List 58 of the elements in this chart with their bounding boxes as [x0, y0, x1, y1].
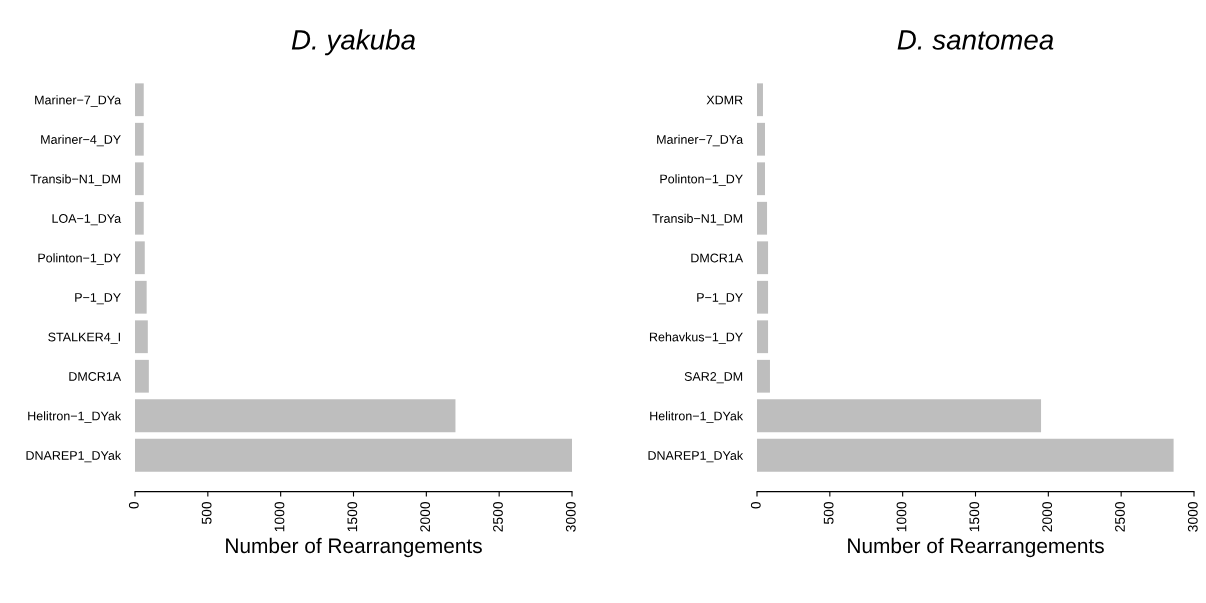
chart-title: D. santomea — [897, 30, 1054, 50]
y-tick-label: Transib−N1_DM — [652, 213, 743, 226]
x-tick-label: 1500 — [969, 501, 980, 532]
bar — [757, 122, 766, 156]
x-tick-label: 3000 — [1187, 501, 1198, 532]
y-tick-label: DMCR1A — [691, 253, 744, 263]
y-tick-label: Mariner−4_DY — [41, 134, 121, 147]
x-axis-title: Number of Rearrangements — [848, 537, 1104, 558]
bar — [135, 399, 456, 433]
y-tick-label: P−1_DY — [75, 293, 121, 305]
y-tick-label: Mariner−7_DYa — [35, 95, 122, 107]
x-tick-label: 1000 — [274, 501, 285, 532]
x-tick-label: 2000 — [1042, 501, 1053, 532]
bar — [135, 359, 149, 393]
y-tick-label: P−1_DY — [697, 293, 743, 305]
bar — [135, 438, 572, 472]
y-tick-label: DNAREP1_DYak — [26, 450, 122, 463]
bar — [135, 201, 144, 235]
x-tick-label: 2500 — [1115, 501, 1125, 532]
bar — [757, 241, 769, 275]
x-tick-label: 2500 — [493, 501, 503, 532]
x-tick-label: 0 — [128, 501, 139, 509]
x-tick-label: 1000 — [896, 501, 907, 532]
x-tick-label: 500 — [201, 501, 212, 524]
bar — [757, 280, 769, 314]
bar — [757, 359, 770, 393]
x-axis-title: Number of Rearrangements — [226, 537, 482, 558]
x-tick-label: 3000 — [565, 501, 576, 532]
x-tick-label: 2000 — [420, 501, 431, 532]
bar — [757, 162, 766, 196]
bar — [757, 438, 1174, 472]
y-tick-label: LOA−1_DYa — [52, 214, 122, 226]
y-tick-label: DNAREP1_DYak — [648, 450, 744, 463]
bar — [757, 320, 769, 354]
x-tick-label: 0 — [750, 501, 761, 509]
y-tick-label: Polinton−1_DY — [660, 174, 743, 186]
bar — [135, 83, 144, 117]
y-tick-label: Transib−N1_DM — [30, 174, 121, 186]
bar — [757, 83, 763, 117]
y-tick-label: DMCR1A — [69, 372, 122, 381]
y-tick-label: Helitron−1_DYak — [28, 411, 122, 423]
y-tick-label: Polinton−1_DY — [38, 253, 121, 265]
x-tick-label: 1500 — [347, 501, 358, 532]
bar — [135, 122, 144, 156]
y-tick-label: STALKER4_I — [48, 332, 120, 344]
bar — [757, 399, 1042, 433]
y-tick-label: XDMR — [706, 95, 743, 105]
y-tick-label: Mariner−7_DYa — [657, 134, 744, 147]
bar — [135, 241, 145, 275]
x-tick-label: 500 — [823, 501, 834, 524]
bar — [135, 280, 147, 314]
chart-title: D. yakuba — [291, 29, 416, 56]
bar — [135, 320, 148, 354]
y-tick-label: Rehavkus−1_DY — [649, 332, 743, 344]
y-tick-label: Helitron−1_DYak — [650, 411, 744, 423]
y-tick-label: SAR2_DM — [684, 372, 743, 384]
bar — [135, 162, 144, 196]
bar — [757, 201, 768, 235]
